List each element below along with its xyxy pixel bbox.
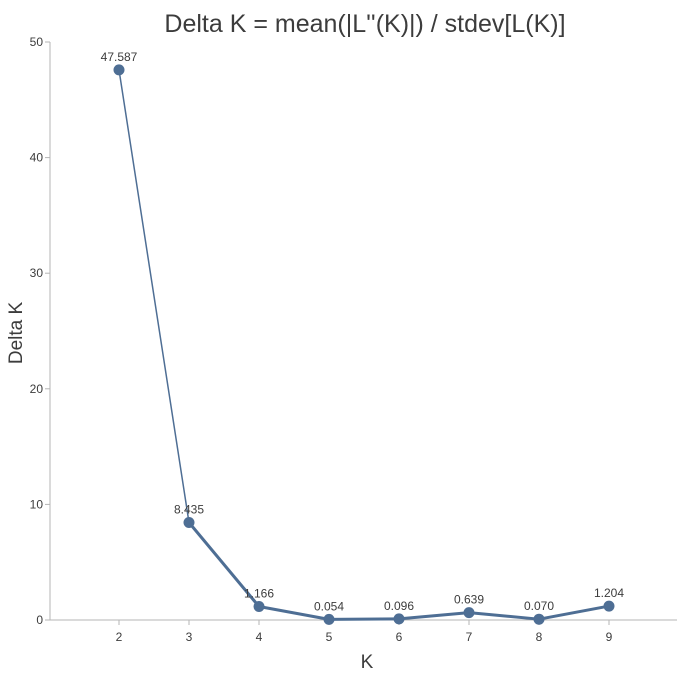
data-point[interactable] — [533, 613, 545, 625]
data-label: 0.639 — [454, 593, 484, 607]
chart-title: Delta K = mean(|L''(K)|) / stdev[L(K)] — [164, 10, 565, 38]
x-tick-label: 2 — [116, 630, 123, 644]
y-axis-ticks: 0 10 20 30 40 50 — [30, 35, 50, 627]
y-tick-label: 10 — [30, 497, 44, 511]
data-label: 1.204 — [594, 586, 624, 600]
data-label: 8.435 — [174, 502, 204, 516]
series-line-segment — [257, 605, 331, 621]
y-tick-label: 50 — [30, 35, 44, 49]
x-tick-label: 3 — [186, 630, 193, 644]
data-point[interactable] — [393, 613, 405, 625]
y-tick-label: 40 — [30, 151, 44, 165]
data-point[interactable] — [253, 601, 265, 613]
series-line-segment — [187, 520, 261, 609]
y-tick-label: 30 — [30, 266, 44, 280]
data-point[interactable] — [463, 607, 475, 619]
data-label: 0.096 — [384, 599, 414, 613]
series-line-segment — [118, 69, 190, 524]
series-line-segment — [397, 611, 471, 621]
series-group: 47.587 8.435 1.166 0.054 0.096 0.639 0.070 1.20… — [101, 50, 624, 625]
series-line-segment — [537, 604, 611, 621]
x-axis-label: K — [361, 652, 374, 673]
x-tick-label: 7 — [466, 630, 473, 644]
x-tick-label: 4 — [256, 630, 263, 644]
x-tick-label: 5 — [326, 630, 333, 644]
data-label: 1.166 — [244, 587, 274, 601]
x-tick-label: 8 — [536, 630, 543, 644]
data-label: 0.054 — [314, 599, 344, 613]
y-tick-label: 0 — [36, 613, 43, 627]
x-tick-label: 6 — [396, 630, 403, 644]
data-point[interactable] — [183, 516, 195, 528]
series-layer: 47.587 8.435 1.166 0.054 0.096 0.639 0.070 1.20… — [101, 50, 624, 625]
y-tick-label: 20 — [30, 382, 44, 396]
data-point[interactable] — [323, 613, 335, 625]
series-line-segment — [467, 611, 541, 621]
y-axis-label: Delta K — [6, 302, 27, 365]
data-point[interactable] — [603, 600, 615, 612]
data-label: 47.587 — [101, 50, 138, 64]
data-point[interactable] — [113, 64, 125, 76]
x-tick-label: 9 — [606, 630, 613, 644]
data-label: 0.070 — [524, 599, 554, 613]
